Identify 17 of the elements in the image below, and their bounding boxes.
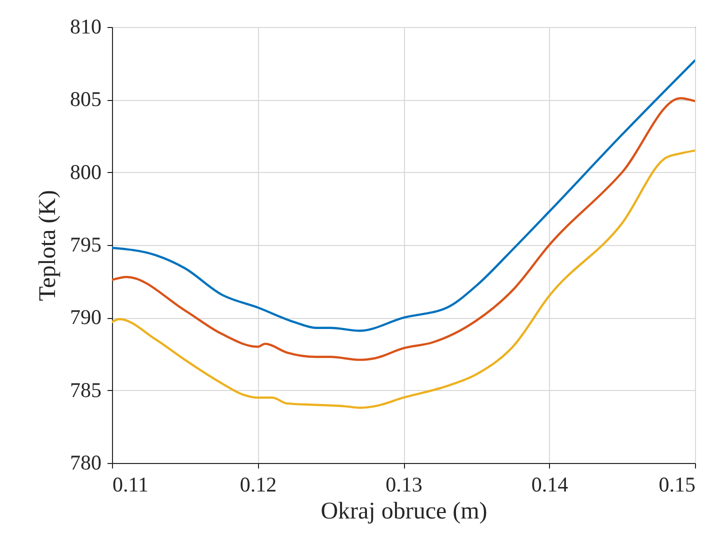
y-tick-label: 780 xyxy=(70,450,102,474)
y-tick-label: 800 xyxy=(70,160,102,184)
x-tick-label: 0.11 xyxy=(112,472,148,496)
line-series xyxy=(112,97,695,361)
x-tick-label: 0.13 xyxy=(386,472,422,496)
y-tick-label: 810 xyxy=(70,14,102,38)
line-series xyxy=(112,59,695,332)
y-tick-label: 785 xyxy=(70,378,102,402)
x-axis-title: Okraj obruce (m) xyxy=(320,498,488,524)
y-tick-label: 805 xyxy=(70,87,102,112)
line-series xyxy=(112,149,695,409)
x-tick-label: 0.12 xyxy=(240,472,277,496)
y-axis-title: Teplota (K) xyxy=(35,190,61,301)
x-tick-label: 0.14 xyxy=(531,472,569,496)
y-tick-label: 790 xyxy=(70,305,102,330)
y-tick-label: 795 xyxy=(70,232,102,256)
x-tick-label: 0.15 xyxy=(658,472,696,496)
